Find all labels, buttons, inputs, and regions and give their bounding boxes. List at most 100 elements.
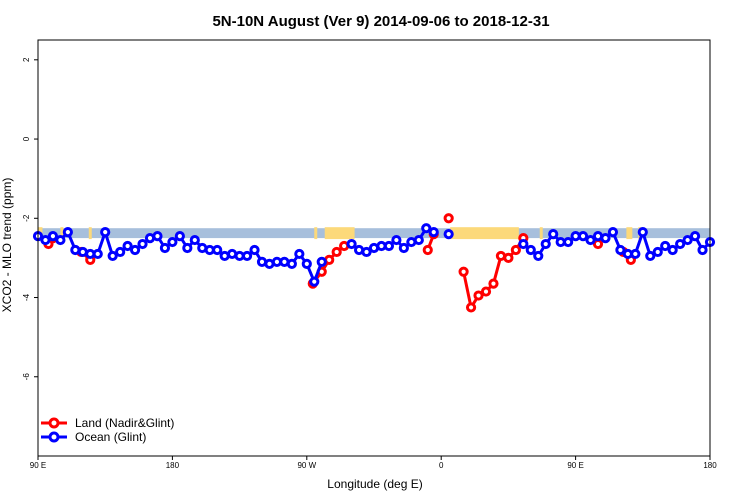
data-point xyxy=(316,256,327,267)
data-point xyxy=(510,244,521,256)
land-mask-segment xyxy=(88,227,92,240)
land-mask-segment xyxy=(450,227,519,240)
data-point xyxy=(100,227,111,238)
data-point xyxy=(212,244,223,256)
y-axis-label: XCO2 - MLO trend (ppm) xyxy=(0,178,14,313)
chart-title: 5N-10N August (Ver 9) 2014-09-06 to 2018… xyxy=(212,13,549,30)
data-point xyxy=(689,231,701,242)
data-point xyxy=(294,248,305,260)
data-point xyxy=(645,250,656,262)
data-point xyxy=(458,266,469,277)
land-mask-segment xyxy=(324,227,355,240)
data-point xyxy=(630,248,641,260)
data-point xyxy=(488,278,499,289)
data-point xyxy=(152,231,163,242)
data-point xyxy=(361,246,372,258)
data-point xyxy=(443,229,454,240)
data-point xyxy=(115,246,126,258)
data-point xyxy=(577,231,589,242)
data-point xyxy=(249,244,260,256)
data-point xyxy=(480,286,492,297)
y-tick-label: -6 xyxy=(22,373,31,381)
data-point xyxy=(189,234,200,246)
data-point xyxy=(422,244,433,256)
data-point xyxy=(503,252,514,264)
land-mask-segment xyxy=(626,227,633,240)
data-point xyxy=(473,290,484,301)
data-point xyxy=(652,246,663,258)
x-tick-label: 180 xyxy=(166,461,180,470)
data-point xyxy=(346,238,357,250)
data-point xyxy=(465,302,477,313)
data-point xyxy=(428,227,439,238)
data-point xyxy=(607,227,619,238)
land-mask-segment xyxy=(314,227,318,240)
legend-ocean-marker xyxy=(48,431,60,443)
legend-item-ocean: Ocean (Glint) xyxy=(41,430,146,444)
data-point xyxy=(398,242,409,254)
series-ocean xyxy=(32,223,716,287)
legend-ocean-label: Ocean (Glint) xyxy=(75,430,146,444)
data-point xyxy=(421,223,432,234)
data-point xyxy=(413,234,424,246)
data-point xyxy=(697,244,708,256)
x-axis-label: Longitude (deg E) xyxy=(327,477,422,491)
data-point xyxy=(443,213,454,224)
plot-frame xyxy=(37,39,711,457)
data-point xyxy=(174,231,185,242)
data-point xyxy=(107,250,118,262)
data-point xyxy=(682,234,693,246)
data-point xyxy=(331,246,342,258)
data-point xyxy=(548,229,559,240)
x-tick-label: 90 E xyxy=(567,461,583,470)
data-point xyxy=(563,236,574,248)
data-point xyxy=(182,242,193,254)
data-point xyxy=(615,244,626,256)
data-point xyxy=(391,234,402,246)
y-tick-label: 0 xyxy=(22,136,31,141)
data-point xyxy=(167,236,178,248)
x-tick-label: 180 xyxy=(703,461,717,470)
data-point xyxy=(383,240,395,252)
data-point xyxy=(122,240,133,252)
y-axis: 2 0 -2 -4 -6 xyxy=(22,57,38,380)
x-axis: 90 E 180 90 W 0 90 E 180 xyxy=(30,456,717,470)
x-tick-label: 0 xyxy=(439,461,444,470)
data-point xyxy=(159,242,171,254)
land-mask-segment xyxy=(539,227,543,240)
x-tick-label: 90 E xyxy=(30,461,46,470)
x-tick-label: 90 W xyxy=(297,461,316,470)
data-point xyxy=(518,238,529,250)
data-point xyxy=(585,234,596,246)
data-point xyxy=(600,232,611,244)
data-point xyxy=(55,234,66,246)
data-point xyxy=(40,234,51,246)
legend-land-label: Land (Nadir&Glint) xyxy=(75,416,174,430)
y-tick-label: -2 xyxy=(22,214,31,222)
data-point xyxy=(540,238,551,250)
data-point xyxy=(533,250,544,262)
data-point xyxy=(137,238,148,250)
data-point xyxy=(301,258,312,269)
data-point xyxy=(309,276,320,287)
legend: Land (Nadir&Glint) Ocean (Glint) xyxy=(41,416,174,444)
y-tick-label: 2 xyxy=(22,57,31,62)
legend-land-marker xyxy=(48,417,60,429)
y-tick-label: -4 xyxy=(22,293,31,301)
data-point xyxy=(92,248,103,260)
data-point xyxy=(660,240,671,252)
data-point xyxy=(129,244,141,256)
data-point xyxy=(637,227,648,238)
land-mask-segment xyxy=(60,227,64,240)
data-point xyxy=(592,238,604,250)
ocean-band xyxy=(38,228,710,239)
data-point xyxy=(525,244,536,256)
data-point xyxy=(286,258,297,269)
plot-area xyxy=(32,39,716,457)
data-point xyxy=(241,250,253,262)
data-point xyxy=(675,238,686,250)
data-point xyxy=(62,227,73,238)
legend-item-land: Land (Nadir&Glint) xyxy=(41,416,174,430)
data-point xyxy=(47,231,59,242)
